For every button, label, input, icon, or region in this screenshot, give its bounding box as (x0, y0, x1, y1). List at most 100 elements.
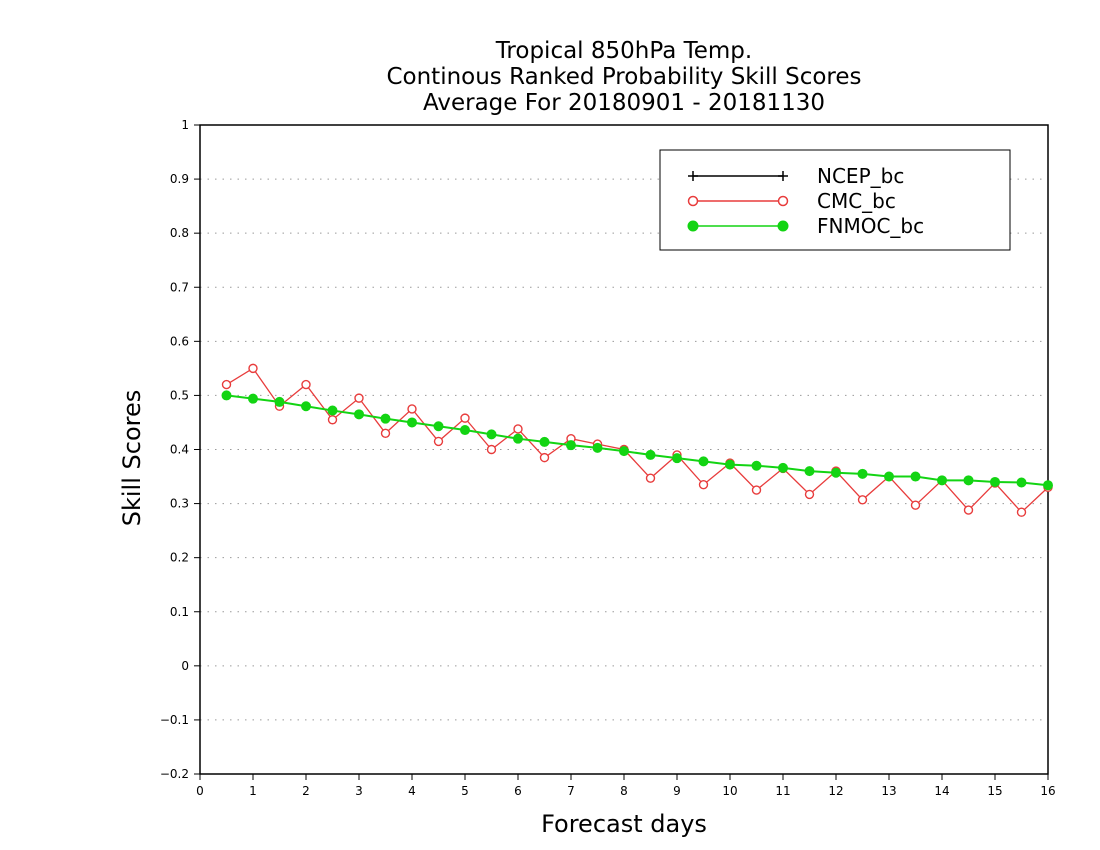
series-point-cmc-bc (1016, 507, 1027, 517)
y-tick-label: 0.2 (170, 551, 189, 565)
series-point-fnmoc-bc (486, 429, 497, 440)
x-axis-title: Forecast days (541, 810, 707, 838)
x-tick-label: 13 (881, 784, 896, 798)
series-point-cmc-bc (910, 500, 921, 510)
legend: NCEP_bc CMC_bc FNMOC_bc (659, 149, 1011, 251)
y-axis-ticks: −0.2 −0.1 0 0.1 0.2 0.3 0.4 0.5 0.6 0.7 0.8 0.9 1 (160, 118, 200, 781)
series-point-cmc-bc (698, 479, 709, 490)
series-point-fnmoc-bc (963, 475, 974, 486)
chart-title-line-2: Continous Ranked Probability Skill Score… (386, 64, 861, 90)
y-tick-label: 0.8 (170, 226, 189, 240)
series-point-fnmoc-bc (937, 475, 947, 486)
series-point-cmc-bc (486, 444, 497, 455)
legend-cmc-label: CMC_bc (817, 189, 896, 213)
series-point-fnmoc-bc (619, 446, 629, 457)
x-tick-label: 9 (673, 784, 681, 798)
series-point-fnmoc-bc (751, 460, 762, 471)
series-point-fnmoc-bc (910, 471, 921, 482)
x-tick-label: 0 (196, 784, 204, 798)
series-point-fnmoc-bc (274, 396, 285, 407)
y-tick-label: −0.1 (160, 713, 189, 727)
series-point-fnmoc-bc (248, 393, 258, 404)
series-point-fnmoc-bc (857, 468, 868, 479)
x-tick-label: 4 (408, 784, 416, 798)
series-point-fnmoc-bc (831, 467, 841, 478)
series-point-fnmoc-bc (698, 456, 709, 467)
series-point-fnmoc-bc (1043, 480, 1053, 491)
series-point-cmc-bc (539, 452, 550, 463)
x-tick-label: 2 (302, 784, 310, 798)
series-point-cmc-bc (327, 415, 338, 425)
series-point-cmc-bc (645, 473, 656, 483)
y-tick-label: 0.7 (170, 280, 189, 294)
y-tick-label: 0.9 (170, 172, 189, 186)
series-point-cmc-bc (301, 379, 311, 390)
x-tick-label: 11 (775, 784, 790, 798)
series-point-cmc-bc (248, 363, 258, 374)
series-point-cmc-bc (380, 428, 391, 438)
x-tick-label: 10 (722, 784, 737, 798)
series-point-cmc-bc (804, 489, 815, 500)
series-point-fnmoc-bc (407, 417, 417, 428)
series-point-fnmoc-bc (778, 462, 788, 473)
series-point-cmc-bc (460, 413, 470, 423)
series-point-cmc-bc (513, 424, 523, 434)
y-tick-label: 0 (181, 659, 189, 673)
series-point-fnmoc-bc (804, 466, 815, 477)
series-point-cmc-bc (433, 436, 444, 447)
y-tick-label: −0.2 (160, 767, 189, 781)
series-point-fnmoc-bc (327, 405, 338, 416)
series-point-fnmoc-bc (672, 453, 682, 464)
series-point-fnmoc-bc (566, 440, 576, 451)
series-point-cmc-bc (963, 505, 974, 515)
x-tick-label: 6 (514, 784, 522, 798)
legend-box (659, 149, 1011, 251)
x-axis-ticks: 0 1 2 3 4 5 6 7 8 9 10 11 12 13 14 15 16 (196, 774, 1056, 798)
y-tick-label: 1 (181, 118, 189, 132)
series-point-fnmoc-bc (380, 413, 391, 424)
series-point-cmc-bc (221, 379, 232, 390)
series-point-fnmoc-bc (1016, 477, 1027, 488)
x-tick-label: 15 (987, 784, 1002, 798)
x-tick-label: 8 (620, 784, 628, 798)
chart-title-line-3: Average For 20180901 - 20181130 (423, 90, 825, 116)
y-axis-title: Skill Scores (118, 390, 146, 527)
series-point-cmc-bc (751, 485, 762, 495)
legend-cmc-marker-left (687, 195, 699, 207)
series-point-fnmoc-bc (513, 433, 523, 444)
series-line-cmc-bc (226, 367, 1049, 514)
series-point-cmc-bc (407, 404, 417, 414)
series-point-fnmoc-bc (539, 436, 550, 447)
series-point-fnmoc-bc (884, 471, 894, 482)
x-tick-label: 1 (249, 784, 257, 798)
legend-fnmoc-label: FNMOC_bc (817, 214, 924, 238)
legend-fnmoc-marker-left (687, 220, 699, 232)
series-point-cmc-bc (857, 495, 868, 505)
series-point-fnmoc-bc (990, 476, 1000, 487)
series-point-fnmoc-bc (460, 425, 470, 436)
chart-title-line-1: Tropical 850hPa Temp. (495, 38, 752, 64)
series-point-fnmoc-bc (592, 442, 603, 453)
x-tick-label: 5 (461, 784, 469, 798)
series-line-fnmoc-bc (226, 394, 1049, 487)
y-tick-label: 0.5 (170, 388, 189, 402)
series-point-fnmoc-bc (354, 409, 364, 420)
y-tick-label: 0.3 (170, 497, 189, 511)
y-tick-label: 0.4 (170, 443, 189, 457)
legend-ncep-label: NCEP_bc (817, 164, 904, 188)
series-point-fnmoc-bc (301, 401, 311, 412)
x-tick-label: 3 (355, 784, 363, 798)
series-point-fnmoc-bc (433, 421, 444, 432)
series-layer (221, 363, 1053, 517)
y-tick-label: 0.1 (170, 605, 189, 619)
legend-fnmoc-marker-right (777, 220, 789, 232)
y-tick-label: 0.6 (170, 334, 189, 348)
series-point-fnmoc-bc (221, 390, 232, 401)
legend-cmc-marker-right (777, 195, 789, 207)
series-point-fnmoc-bc (725, 459, 735, 470)
x-tick-label: 7 (567, 784, 575, 798)
series-point-cmc-bc (354, 393, 364, 403)
x-tick-label: 14 (934, 784, 949, 798)
series-point-fnmoc-bc (645, 449, 656, 460)
